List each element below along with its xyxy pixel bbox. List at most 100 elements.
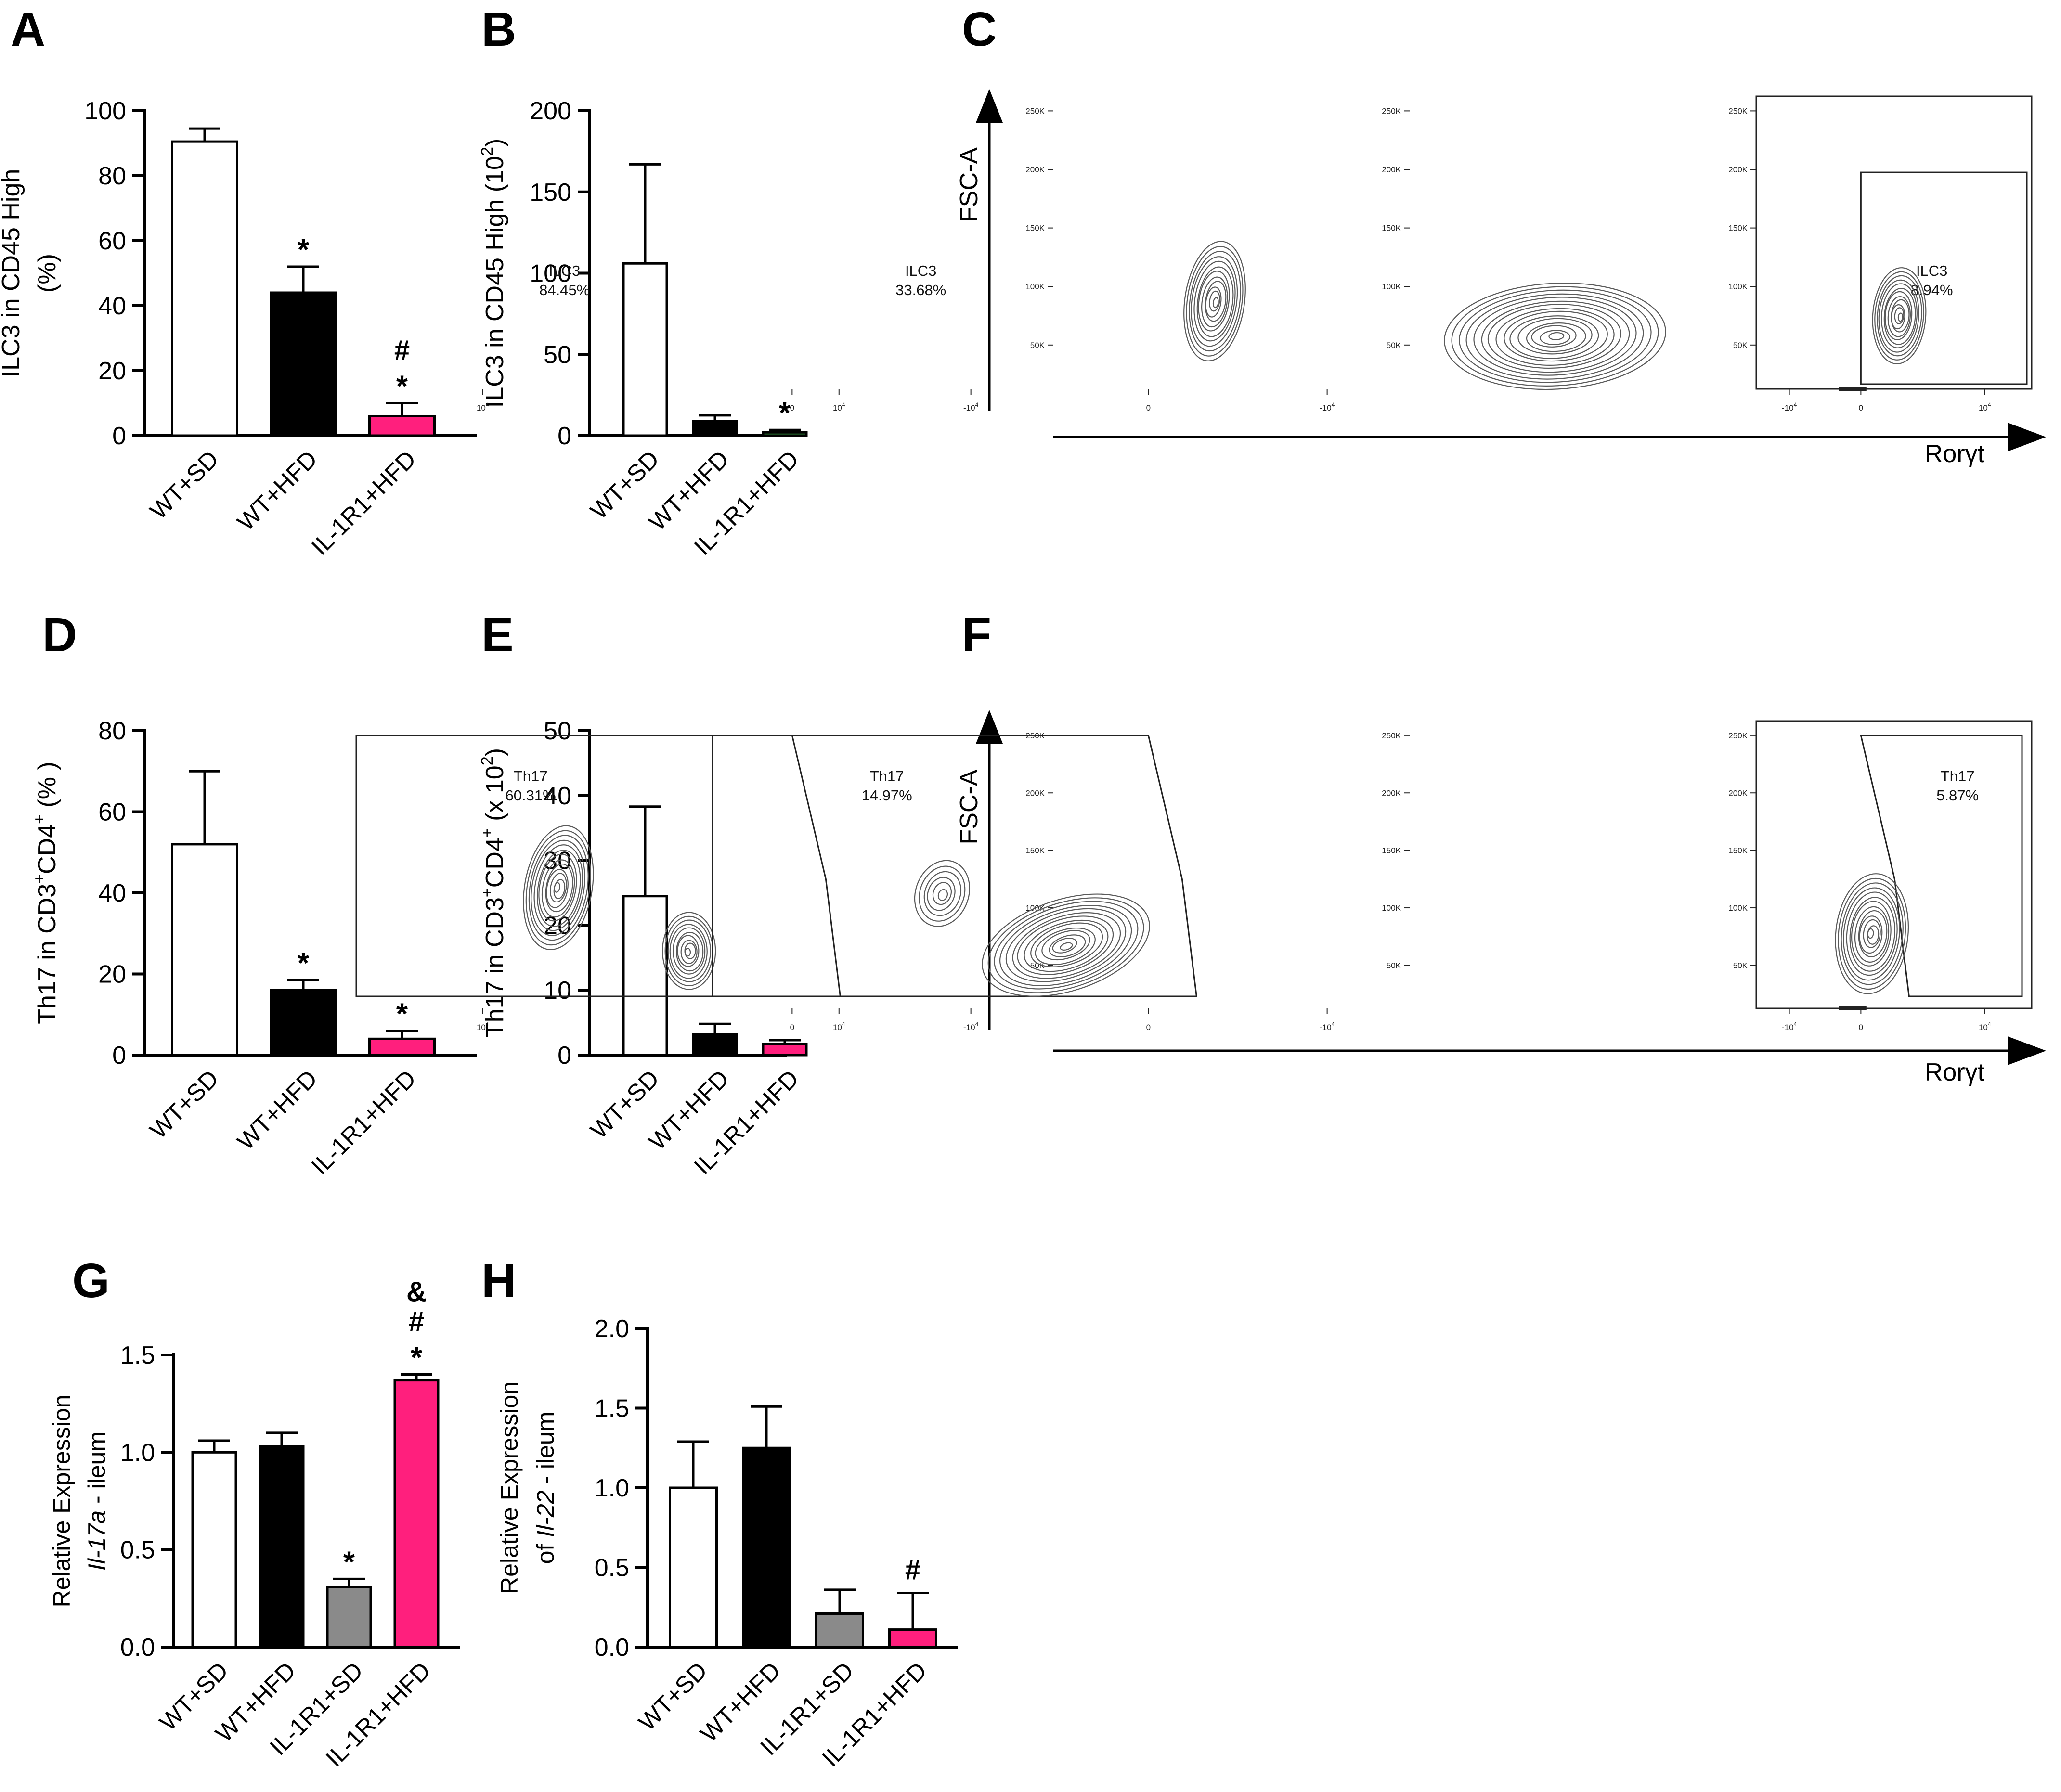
y-axis-title: ILC3 in CD45 High (102): [478, 139, 509, 408]
gate-polygon: [712, 735, 1198, 997]
label-part: CD4: [481, 838, 509, 888]
label-part: 0: [1859, 1023, 1863, 1032]
gate-percent: 33.68%: [895, 282, 946, 298]
label-part: -10: [1782, 403, 1794, 413]
contour-line: [932, 882, 952, 905]
contour-line: [1859, 915, 1883, 954]
contour-line: [684, 948, 691, 957]
plot-frame: [1755, 95, 2033, 390]
contour-line: [1531, 325, 1577, 348]
contour-line: [994, 901, 1139, 990]
y-tick-label: 0.5: [595, 1554, 629, 1582]
superscript: 4: [1332, 401, 1335, 408]
contour-line: [1205, 286, 1222, 318]
significance-marker: #: [905, 1554, 920, 1586]
y-axis-title: (%): [33, 254, 61, 293]
contour-line: [937, 889, 948, 901]
x-tick-label: 0: [1146, 1023, 1151, 1032]
x-tick-label: -104: [1320, 401, 1335, 413]
label-part: Th17 in CD3: [33, 884, 61, 1024]
y-tick-label: 0.0: [595, 1634, 629, 1662]
label-part: -10: [963, 1023, 975, 1032]
label-part: (% ): [33, 761, 61, 814]
y-tick-label: 1.5: [120, 1341, 155, 1369]
contour-line: [662, 912, 716, 990]
y-tick-label: 150K: [1382, 846, 1401, 855]
superscript: 2: [478, 147, 496, 156]
y-tick-label: 40: [98, 292, 126, 320]
y-tick-label: 10: [544, 977, 571, 1005]
y-tick-label: 250K: [1382, 106, 1401, 116]
y-axis-title: Th17 in CD3+CD4+ (% ): [30, 761, 61, 1024]
contour-line: [1540, 330, 1570, 345]
gate-box: [1860, 171, 2028, 385]
contour-line: [538, 853, 577, 922]
y-tick-label: 200K: [1382, 788, 1401, 798]
contour-line: [1548, 332, 1565, 340]
contour-line: [1052, 938, 1077, 954]
label-part: (x 10: [481, 765, 509, 828]
panel-label: E: [481, 608, 514, 662]
y-tick-label: 200: [530, 97, 571, 125]
contour-line: [1005, 908, 1127, 982]
superscript: 4: [486, 1021, 489, 1028]
contour-line: [1035, 928, 1096, 966]
contour-line: [1854, 906, 1890, 963]
contour-line: [1884, 291, 1913, 340]
y-tick-label: 250K: [1728, 731, 1748, 740]
label-part: - ileum: [83, 1431, 110, 1510]
significance-marker: &: [406, 1276, 427, 1307]
y-tick-label: 200K: [1728, 165, 1748, 174]
label-part: of: [532, 1537, 559, 1564]
significance-marker: *: [396, 370, 408, 403]
y-tick-label: 100: [84, 97, 126, 125]
contour-line: [1894, 307, 1905, 324]
contour-line: [676, 931, 704, 972]
bar: [742, 1446, 791, 1649]
label-part: -10: [1782, 1023, 1794, 1032]
bar: [815, 1612, 864, 1649]
y-tick-label: 100K: [1728, 903, 1748, 913]
label-part: -10: [963, 403, 975, 413]
y-tick-label: 50: [544, 341, 571, 369]
contour-line: [927, 877, 956, 911]
significance-marker: #: [394, 335, 410, 366]
plot-frame: [1755, 720, 2033, 1009]
contour-line: [1012, 912, 1121, 979]
y-tick-label: 100K: [1382, 282, 1401, 291]
contour-line: [1495, 308, 1615, 366]
superscript: 4: [842, 401, 845, 408]
contour-line: [1041, 930, 1090, 961]
bar: [888, 1628, 937, 1649]
label-part: 0: [1146, 403, 1151, 413]
y-tick-label: 0: [557, 422, 571, 450]
contour-line: [1183, 241, 1246, 361]
y-tick-label: 50K: [1030, 341, 1045, 350]
y-tick-label: 250K: [1382, 731, 1401, 740]
contour-line: [1878, 279, 1919, 353]
contour-line: [1867, 928, 1874, 939]
label-part: ): [481, 139, 509, 147]
x-tick-label: 0: [1859, 403, 1863, 413]
x-tick-label: 104: [477, 1021, 489, 1032]
contour-line: [523, 825, 594, 950]
y-tick-label: 200K: [1025, 165, 1045, 174]
y-tick-label: 250K: [1025, 106, 1045, 116]
label-part: 10: [1979, 403, 1988, 413]
x-tick-label: -104: [963, 1021, 979, 1032]
x-tick-label: 0: [1146, 403, 1151, 413]
contour-line: [554, 882, 560, 893]
x-tick-label: -104: [1782, 401, 1797, 413]
contour-line: [1481, 300, 1630, 373]
y-tick-label: 150K: [1025, 224, 1045, 233]
contour-line: [1526, 322, 1586, 352]
contour-line: [1017, 915, 1114, 975]
y-tick-label: 150: [530, 179, 571, 206]
contour-line: [999, 905, 1132, 986]
bar: [692, 420, 738, 437]
contour-line: [1841, 882, 1904, 985]
contour-line: [531, 839, 585, 936]
panel-label: C: [962, 2, 997, 56]
y-axis-arrow-head: [976, 89, 1003, 123]
